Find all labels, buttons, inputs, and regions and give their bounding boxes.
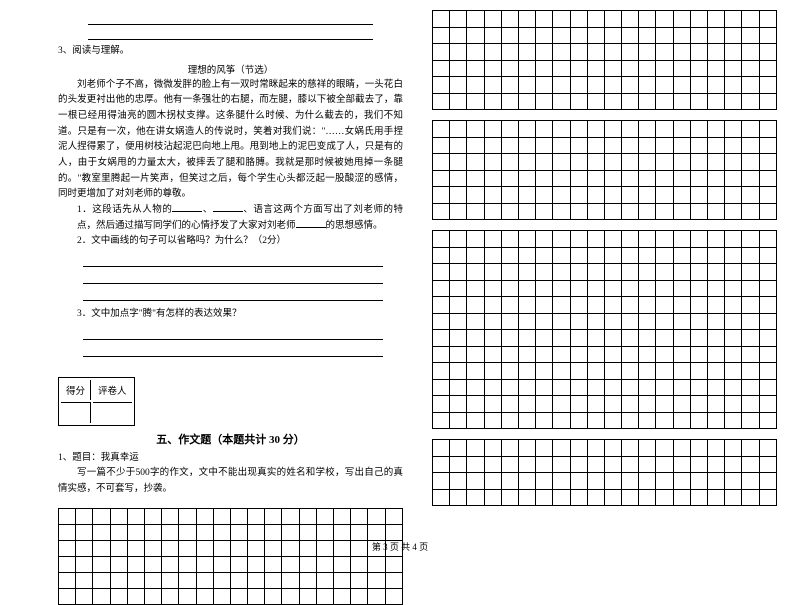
answer-line[interactable] xyxy=(83,290,383,301)
essay-grid-right-1[interactable] xyxy=(432,10,777,110)
score-box: 得分 评卷人 xyxy=(58,377,135,426)
answer-line[interactable] xyxy=(83,256,383,267)
answer-line[interactable] xyxy=(83,329,383,340)
grader-label: 评卷人 xyxy=(93,380,132,400)
q1-prefix: 1．这段话先从人物的 xyxy=(77,205,172,215)
question-2: 2．文中画线的句子可以省略吗？为什么？（2分） xyxy=(77,234,403,250)
question-1: 1．这段话先从人物的、、语言这两个方面写出了刘老师的特点，然后通过描写同学们的心… xyxy=(77,203,403,234)
essay-grid-right-4[interactable] xyxy=(432,439,777,506)
q1-mid: 、 xyxy=(202,205,213,215)
blank-field[interactable] xyxy=(213,211,243,212)
q1-end: 的思想感情。 xyxy=(326,221,383,231)
essay-grid-right-2[interactable] xyxy=(432,120,777,220)
right-column xyxy=(432,10,777,506)
grader-cell[interactable] xyxy=(93,402,132,423)
left-column: 3、阅读与理解。 理想的风筝（节选） 刘老师个子不高，微微发胖的脸上有一双时常眯… xyxy=(58,10,403,605)
answer-line[interactable] xyxy=(83,346,383,357)
blank-line xyxy=(88,14,373,25)
blank-field[interactable] xyxy=(172,211,202,212)
page-root: 3、阅读与理解。 理想的风筝（节选） 刘老师个子不高，微微发胖的脸上有一双时常眯… xyxy=(0,0,800,565)
essay-grid-left[interactable] xyxy=(58,508,403,605)
reading-title: 理想的风筝（节选） xyxy=(58,62,403,76)
blank-field[interactable] xyxy=(296,227,326,228)
score-cell[interactable] xyxy=(61,402,91,423)
essay-prompt-body: 写一篇不少于500字的作文，文中不能出现真实的姓名和学校，写出自己的真情实感，不… xyxy=(58,466,403,497)
essay-prompt-title: 1、题目：我真幸运 xyxy=(58,451,403,467)
page-footer: 第 3 页 共 4 页 xyxy=(0,540,800,553)
passage-text: 刘老师个子不高，微微发胖的脸上有一双时常眯起来的慈祥的眼睛，一头花白的头发更衬出… xyxy=(58,78,403,203)
essay-grid-right-3[interactable] xyxy=(432,230,777,429)
blank-line xyxy=(88,29,373,40)
answer-line[interactable] xyxy=(83,273,383,284)
reading-label: 3、阅读与理解。 xyxy=(58,44,403,60)
section-title: 五、作文题（本题共计 30 分） xyxy=(58,431,403,447)
question-3: 3．文中加点字"腾"有怎样的表达效果？ xyxy=(77,307,403,323)
score-label: 得分 xyxy=(61,380,91,400)
